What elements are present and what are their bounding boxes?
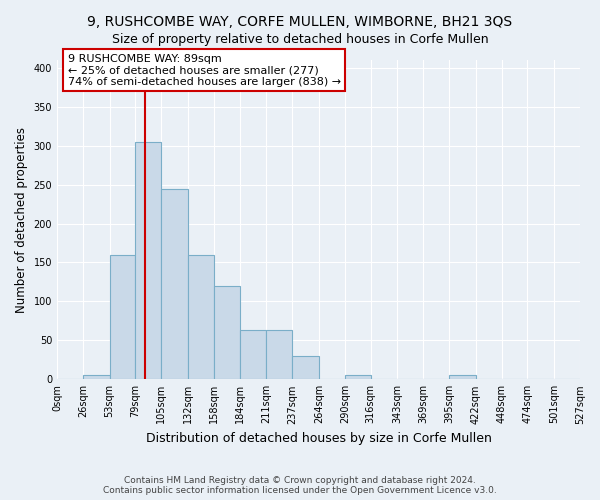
Bar [83, 376, 110, 380]
Y-axis label: Number of detached properties: Number of detached properties [15, 126, 28, 312]
X-axis label: Distribution of detached houses by size in Corfe Mullen: Distribution of detached houses by size … [146, 432, 491, 445]
Bar [214, 286, 239, 380]
Bar [136, 142, 161, 380]
Bar [110, 254, 136, 380]
Bar [266, 330, 292, 380]
Bar [161, 188, 188, 380]
Bar [345, 376, 371, 380]
Bar [292, 356, 319, 380]
Text: 9 RUSHCOMBE WAY: 89sqm
← 25% of detached houses are smaller (277)
74% of semi-de: 9 RUSHCOMBE WAY: 89sqm ← 25% of detached… [68, 54, 341, 87]
Bar [449, 376, 476, 380]
Text: Contains HM Land Registry data © Crown copyright and database right 2024.
Contai: Contains HM Land Registry data © Crown c… [103, 476, 497, 495]
Bar [188, 254, 214, 380]
Text: Size of property relative to detached houses in Corfe Mullen: Size of property relative to detached ho… [112, 32, 488, 46]
Bar [239, 330, 266, 380]
Text: 9, RUSHCOMBE WAY, CORFE MULLEN, WIMBORNE, BH21 3QS: 9, RUSHCOMBE WAY, CORFE MULLEN, WIMBORNE… [88, 15, 512, 29]
